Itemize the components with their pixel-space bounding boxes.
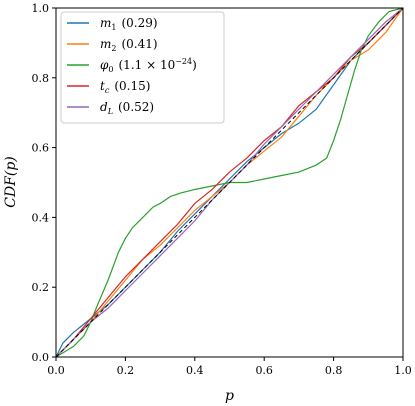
y-axis-ticks: 0.0 0.2 0.4 0.6 0.8 1.0 <box>32 2 56 364</box>
legend-value-end: ) <box>192 58 197 72</box>
x-tick-label: 0.6 <box>255 364 273 377</box>
legend-subscript: 0 <box>108 65 113 74</box>
legend-subscript: L <box>107 107 113 116</box>
legend: m1 (0.29)m2 (0.41)φ0 (1.1 × 10−24)tc (0.15)d… <box>60 11 225 124</box>
x-tick-label: 0.8 <box>325 364 343 377</box>
y-tick-label: 0.8 <box>32 72 50 85</box>
legend-label-dL: dL (0.52) <box>100 100 154 116</box>
legend-value: (0.15) <box>114 79 150 93</box>
legend-label-m1: m1 (0.29) <box>100 16 158 32</box>
y-tick-label: 1.0 <box>32 2 50 15</box>
legend-superscript: −24 <box>175 57 192 66</box>
legend-subscript: 2 <box>111 44 116 53</box>
y-tick-label: 0.4 <box>32 211 50 224</box>
legend-value: (0.29) <box>121 16 157 30</box>
plot-frame <box>55 7 404 358</box>
legend-symbol: d <box>100 100 108 114</box>
series-line-tc <box>55 7 404 358</box>
legend-label-phi0: φ0 (1.1 × 10−24) <box>100 57 197 74</box>
legend-value: (1.1 × 10 <box>119 58 176 72</box>
y-tick-label: 0.2 <box>32 281 50 294</box>
x-tick-label: 0.0 <box>47 364 65 377</box>
legend-subscript: 1 <box>111 23 116 32</box>
y-tick-label: 0.6 <box>32 142 50 155</box>
x-tick-label: 0.2 <box>117 364 135 377</box>
x-axis-label: p <box>225 388 234 404</box>
x-tick-label: 1.0 <box>394 364 412 377</box>
legend-box <box>60 11 225 124</box>
legend-symbol: m <box>100 37 111 51</box>
legend-label-tc: tc (0.15) <box>100 79 150 95</box>
legend-subscript: c <box>105 86 110 95</box>
y-tick-label: 0.0 <box>32 351 50 364</box>
legend-symbol: t <box>100 79 105 93</box>
legend-value: (0.52) <box>118 100 154 114</box>
reference-diagonal-line <box>55 7 404 358</box>
y-axis-label: CDF(p) <box>3 156 19 208</box>
x-axis-ticks: 0.0 0.2 0.4 0.6 0.8 1.0 <box>47 357 412 377</box>
legend-value: (0.41) <box>121 37 157 51</box>
legend-items: m1 (0.29)m2 (0.41)φ0 (1.1 × 10−24)tc (0.15)d… <box>67 16 197 116</box>
x-tick-label: 0.4 <box>186 364 204 377</box>
series-line-phi0 <box>55 7 404 358</box>
legend-label-m2: m2 (0.41) <box>100 37 158 53</box>
legend-symbol: m <box>100 16 111 30</box>
legend-symbol: φ <box>100 58 109 72</box>
